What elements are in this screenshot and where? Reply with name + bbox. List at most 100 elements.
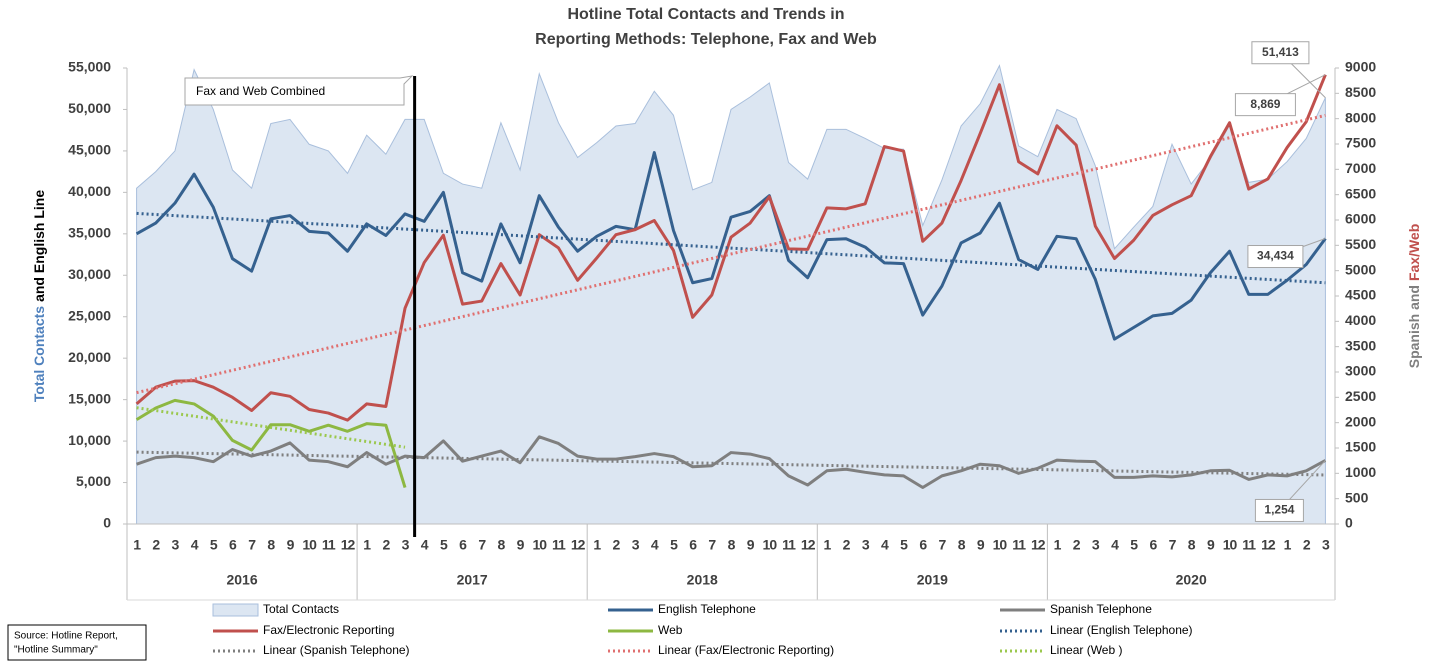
x-tick-label: 3 — [402, 537, 410, 553]
legend-swatch — [212, 603, 259, 617]
x-tick-label: 10 — [993, 537, 1008, 553]
x-tick-label: 1 — [1284, 537, 1292, 553]
y-tick-label: 50,000 — [68, 100, 111, 116]
source-text: "Hotline Summary" — [14, 645, 98, 656]
y2-tick-label: 3000 — [1345, 363, 1376, 379]
y2-tick-label: 2500 — [1345, 388, 1376, 404]
x-tick-label: 3 — [632, 537, 640, 553]
y-axis-label: Total Contacts and English Line — [31, 190, 47, 402]
x-tick-label: 7 — [248, 537, 256, 553]
year-label: 2016 — [226, 572, 257, 588]
x-tick-label: 12 — [571, 537, 586, 553]
x-tick-label: 1 — [823, 537, 831, 553]
x-tick-label: 1 — [363, 537, 371, 553]
line — [135, 398, 407, 488]
area — [136, 64, 1326, 525]
x-tick-label: 7 — [708, 537, 716, 553]
x-tick-label: 1 — [593, 537, 601, 553]
y2-tick-label: 1500 — [1345, 439, 1376, 455]
annotation-box — [184, 75, 414, 106]
x-tick-label: 7 — [478, 537, 486, 553]
x-tick-label: 8 — [958, 537, 966, 553]
x-tick-label: 2 — [843, 537, 851, 553]
x-tick-label: 5 — [670, 537, 678, 553]
x-tick-label: 3 — [1322, 537, 1330, 553]
year-label: 2020 — [1176, 572, 1207, 588]
y-tick-label: 35,000 — [68, 225, 111, 241]
x-tick-label: 6 — [229, 537, 237, 553]
x-tick-label: 12 — [1261, 537, 1276, 553]
year-label: 2018 — [687, 572, 718, 588]
x-tick-label: 11 — [552, 537, 566, 553]
legend-label: Fax/Electronic Reporting — [263, 623, 394, 637]
x-tick-label: 4 — [881, 537, 889, 553]
x-tick-label: 10 — [532, 537, 547, 553]
x-tick-label: 8 — [498, 537, 506, 553]
label-box — [1234, 93, 1296, 117]
y2-tick-label: 7500 — [1345, 135, 1376, 151]
y2-tick-label: 6000 — [1345, 211, 1376, 227]
year-label: 2019 — [917, 572, 948, 588]
y-axis-label-part: and English Line — [31, 190, 47, 302]
x-tick-label: 10 — [302, 537, 317, 553]
year-label: 2017 — [457, 572, 488, 588]
x-tick-label: 8 — [267, 537, 275, 553]
trend-line — [136, 113, 1326, 395]
y2-tick-label: 8000 — [1345, 109, 1376, 125]
y-tick-label: 5,000 — [76, 473, 111, 489]
y2-tick-label: 0 — [1345, 515, 1353, 531]
x-tick-label: 2 — [152, 537, 160, 553]
x-tick-label: 3 — [1092, 537, 1100, 553]
legend-label: Linear (Fax/Electronic Reporting) — [658, 643, 834, 657]
x-tick-label: 2 — [1303, 537, 1311, 553]
data-label: 34,434 — [1257, 249, 1294, 263]
y2-tick-label: 8500 — [1345, 84, 1376, 100]
y-tick-label: 25,000 — [68, 307, 111, 323]
data-label: 51,413 — [1262, 45, 1299, 59]
x-tick-label: 3 — [172, 537, 180, 553]
y2-tick-label: 4000 — [1345, 312, 1376, 328]
label-box — [1247, 245, 1304, 269]
y2-tick-label: 3500 — [1345, 337, 1376, 353]
source-box — [7, 624, 147, 661]
legend-label: Linear (Spanish Telephone) — [263, 643, 410, 657]
annotation-text: Fax and Web Combined — [196, 84, 325, 98]
legend-label: English Telephone — [658, 602, 756, 616]
x-tick-label: 9 — [1207, 537, 1215, 553]
y-tick-label: 45,000 — [68, 142, 111, 158]
y-tick-label: 20,000 — [68, 349, 111, 365]
label-box — [1251, 41, 1310, 65]
y-tick-label: 55,000 — [68, 59, 111, 75]
label-box — [1254, 498, 1304, 522]
x-tick-label: 9 — [977, 537, 985, 553]
x-tick-label: 6 — [919, 537, 927, 553]
source-text: Source: Hotline Report, — [14, 631, 118, 642]
y2-tick-label: 1000 — [1345, 464, 1376, 480]
x-tick-label: 4 — [421, 537, 429, 553]
x-tick-label: 11 — [322, 537, 336, 553]
y2-tick-label: 4500 — [1345, 287, 1376, 303]
y2-tick-label: 7000 — [1345, 160, 1376, 176]
chart-title: Reporting Methods: Telephone, Fax and We… — [535, 31, 877, 48]
x-tick-label: 5 — [1130, 537, 1138, 553]
x-tick-label: 12 — [801, 537, 816, 553]
x-tick-label: 10 — [763, 537, 778, 553]
y-tick-label: 30,000 — [68, 266, 111, 282]
x-tick-label: 9 — [287, 537, 295, 553]
y-tick-label: 0 — [103, 515, 111, 531]
x-tick-label: 2 — [1073, 537, 1081, 553]
legend-label: Spanish Telephone — [1050, 602, 1152, 616]
y2-tick-label: 5500 — [1345, 236, 1376, 252]
x-tick-label: 5 — [440, 537, 448, 553]
x-tick-label: 6 — [1149, 537, 1157, 553]
x-tick-label: 9 — [747, 537, 755, 553]
chart-title: Hotline Total Contacts and Trends in — [567, 6, 844, 23]
y2-axis-label-part: Spanish and — [1406, 285, 1422, 368]
x-tick-label: 9 — [517, 537, 525, 553]
x-tick-label: 3 — [862, 537, 870, 553]
x-tick-label: 4 — [191, 537, 199, 553]
y-tick-label: 10,000 — [68, 432, 111, 448]
trend-line — [136, 211, 1326, 285]
legend-label: Linear (English Telephone) — [1050, 623, 1193, 637]
